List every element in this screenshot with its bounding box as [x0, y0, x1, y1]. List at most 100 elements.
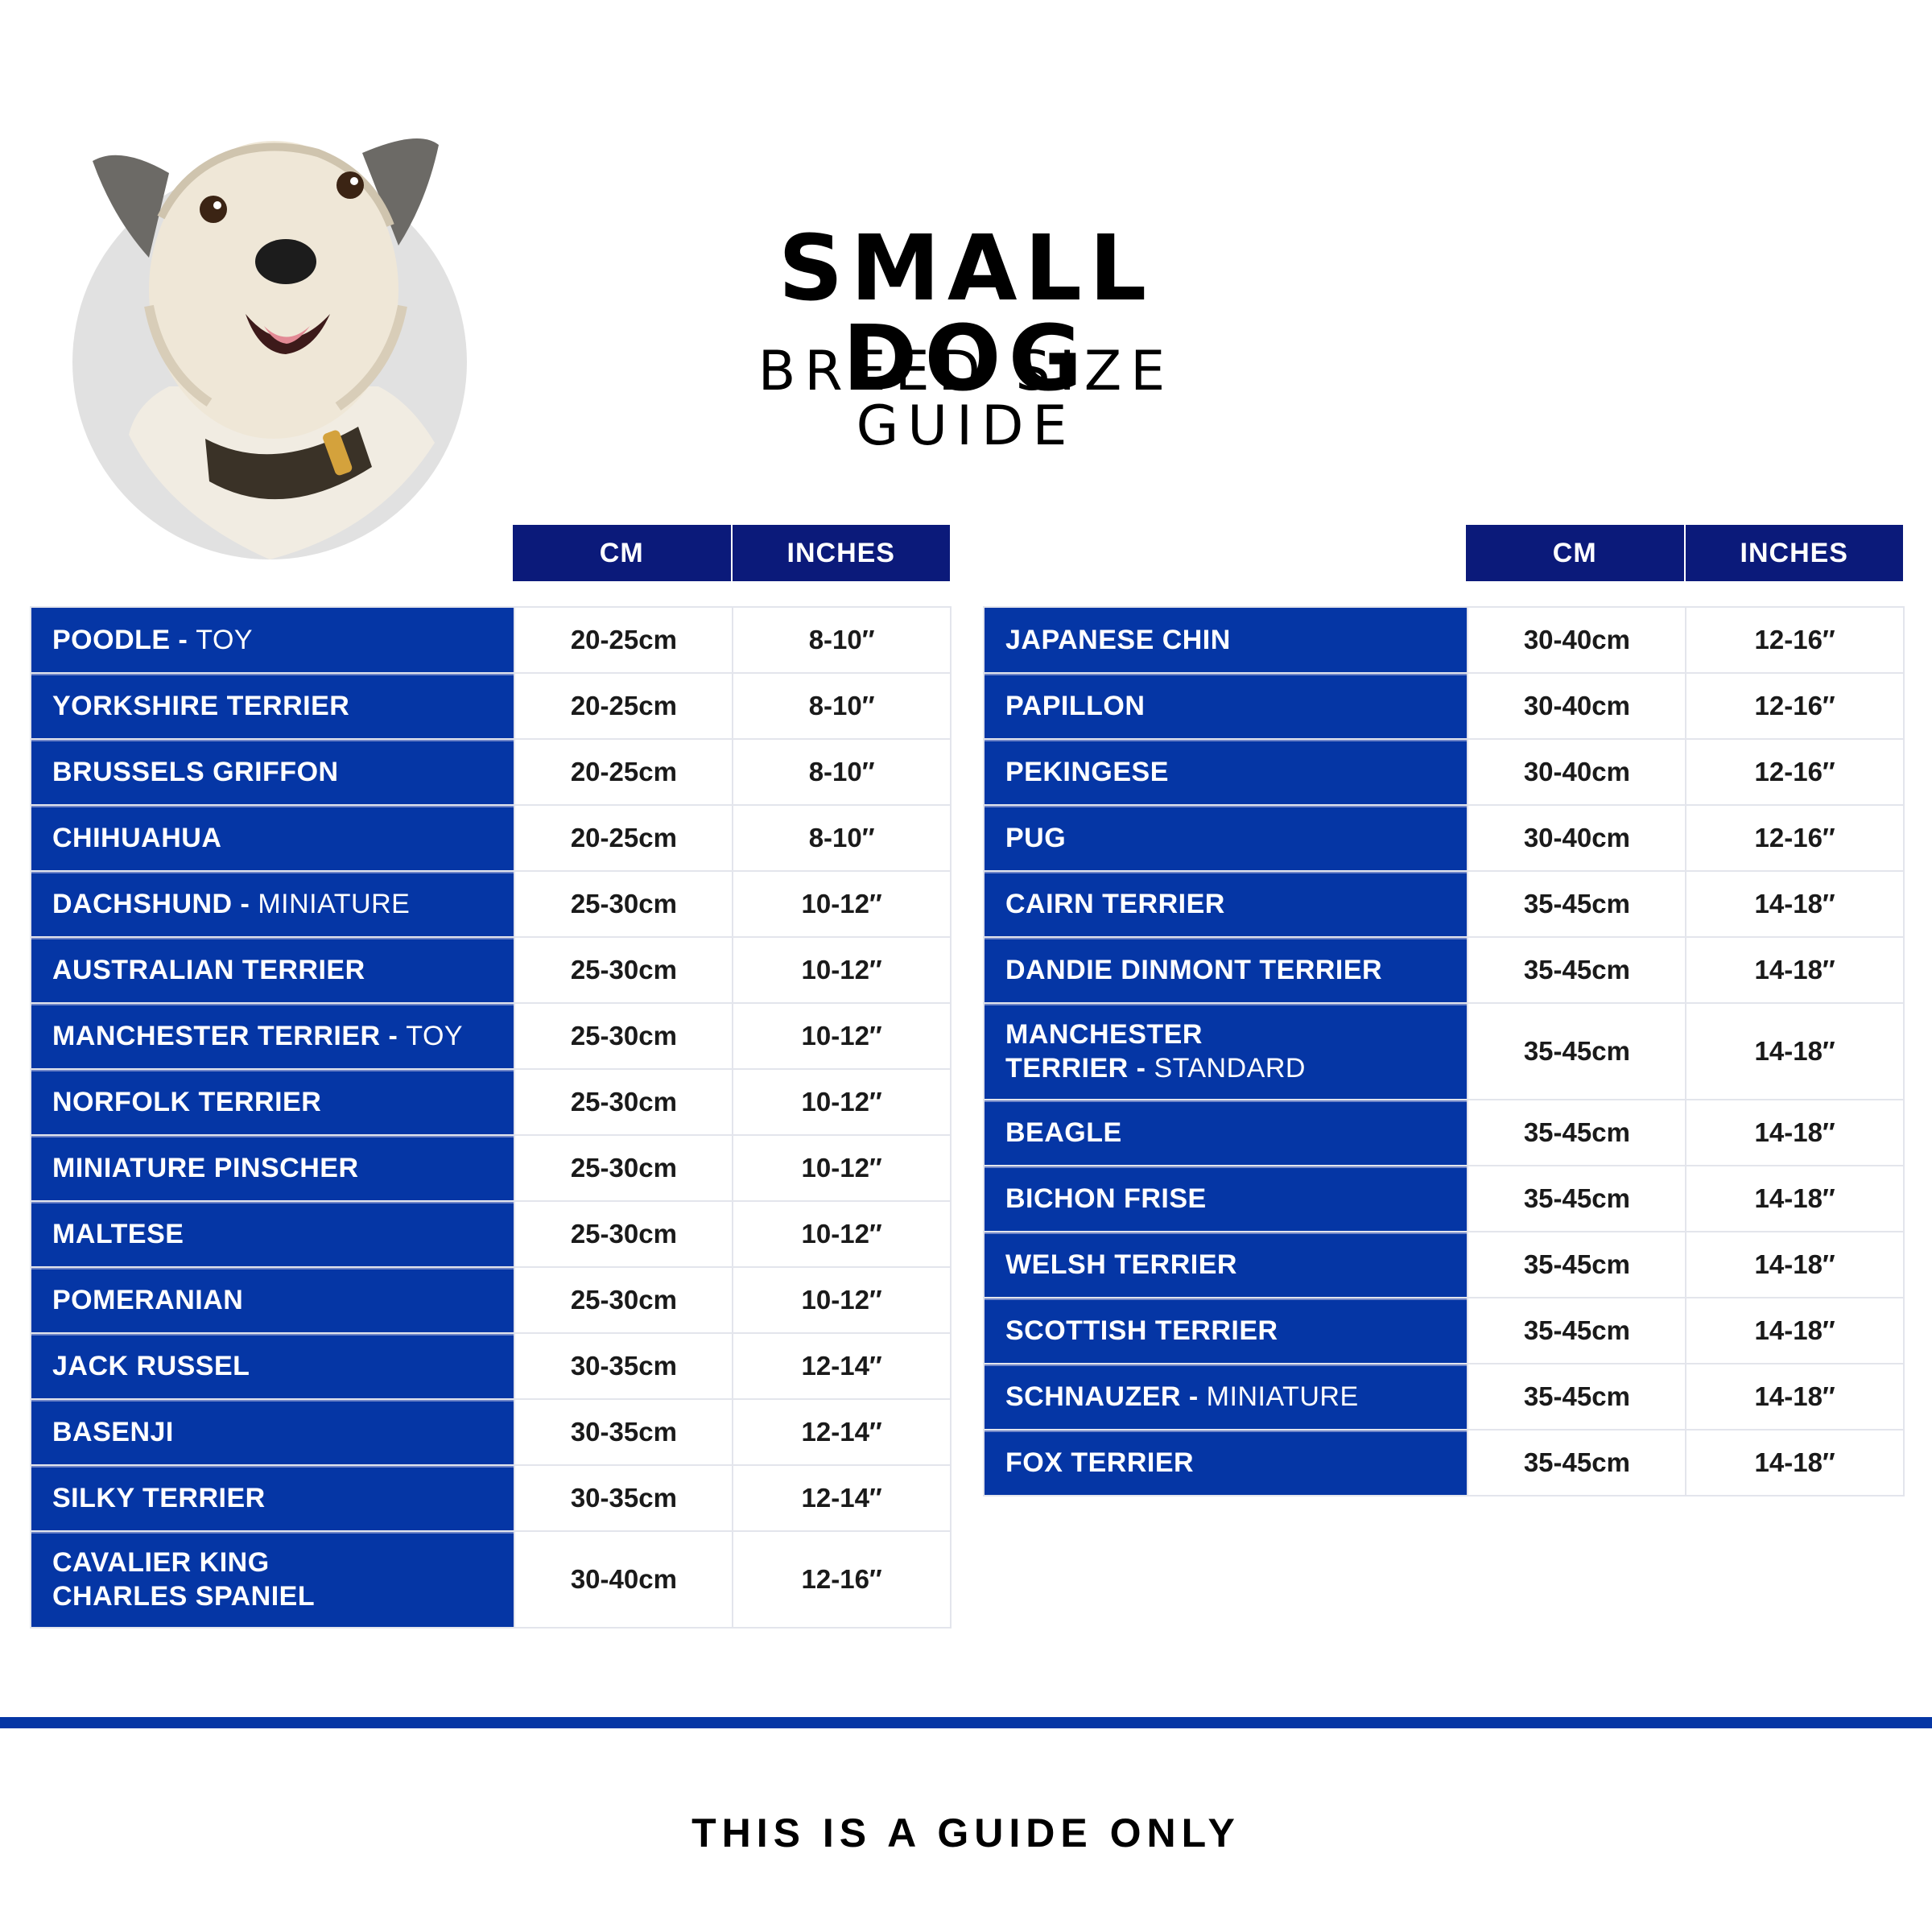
table-row: MANCHESTER TERRIER - TOY 25-30cm 10-12″ — [31, 1002, 950, 1068]
right-size-table: CM INCHES JAPANESE CHIN 30-40cm 12-16″ P… — [983, 525, 1905, 1496]
table-row: CHIHUAHUA 20-25cm 8-10″ — [31, 804, 950, 870]
breed-label-line-2: TERRIER - — [1005, 1053, 1154, 1084]
cm-value: 35-45cm — [1467, 1430, 1685, 1495]
breed-name: BASENJI — [31, 1400, 514, 1464]
breed-label-line-1: CAVALIER KING — [52, 1547, 270, 1578]
page-subtitle: BREED SIZE GUIDE — [758, 340, 1174, 458]
breed-label: JACK RUSSEL — [52, 1351, 250, 1381]
table-row: YORKSHIRE TERRIER 20-25cm 8-10″ — [31, 672, 950, 738]
cm-value: 30-40cm — [1467, 806, 1685, 870]
breed-label: SCHNAUZER - — [1005, 1381, 1207, 1412]
table-row: NORFOLK TERRIER 25-30cm 10-12″ — [31, 1068, 950, 1134]
inches-value: 12-14″ — [732, 1466, 950, 1530]
breed-name: JACK RUSSEL — [31, 1334, 514, 1398]
inches-value: 8-10″ — [732, 740, 950, 804]
breed-label: BICHON FRISE — [1005, 1183, 1207, 1214]
breed-qualifier: MINIATURE — [1206, 1381, 1359, 1412]
breed-label: CHIHUAHUA — [52, 823, 222, 853]
cm-value: 30-35cm — [514, 1334, 732, 1398]
breed-name: BEAGLE — [985, 1100, 1468, 1165]
cm-value: 25-30cm — [514, 1202, 732, 1266]
table-row: JAPANESE CHIN 30-40cm 12-16″ — [985, 608, 1903, 672]
breed-name: PUG — [985, 806, 1468, 870]
table-row: POMERANIAN 25-30cm 10-12″ — [31, 1266, 950, 1332]
inches-value: 14-18″ — [1685, 872, 1903, 936]
breed-label: PAPILLON — [1005, 691, 1146, 721]
page-title: SMALL DOG — [778, 217, 1154, 411]
table-row: PEKINGESE 30-40cm 12-16″ — [985, 738, 1903, 804]
cm-value: 30-40cm — [1467, 608, 1685, 672]
breed-name: PAPILLON — [985, 674, 1468, 738]
breed-label: SCOTTISH TERRIER — [1005, 1315, 1278, 1346]
inches-value: 12-16″ — [732, 1532, 950, 1627]
breed-name: POODLE - TOY — [31, 608, 514, 672]
inches-value: 14-18″ — [1685, 1004, 1903, 1099]
inches-value: 8-10″ — [732, 608, 950, 672]
table-row: MANCHESTER TERRIER - STANDARD 35-45cm 14-… — [985, 1002, 1903, 1099]
cm-value: 25-30cm — [514, 1004, 732, 1068]
table-row: SILKY TERRIER 30-35cm 12-14″ — [31, 1464, 950, 1530]
table-row: JACK RUSSEL 30-35cm 12-14″ — [31, 1332, 950, 1398]
breed-label: DANDIE DINMONT TERRIER — [1005, 955, 1383, 985]
footer-divider — [0, 1717, 1932, 1728]
cm-value: 20-25cm — [514, 806, 732, 870]
table-row: BEAGLE 35-45cm 14-18″ — [985, 1099, 1903, 1165]
breed-label: POODLE - — [52, 625, 196, 655]
breed-name: SCHNAUZER - MINIATURE — [985, 1364, 1468, 1429]
breed-qualifier: STANDARD — [1154, 1053, 1306, 1084]
cm-value: 35-45cm — [1467, 1364, 1685, 1429]
breed-qualifier: TOY — [406, 1021, 464, 1051]
breed-name: DACHSHUND - MINIATURE — [31, 872, 514, 936]
breed-label: NORFOLK TERRIER — [52, 1087, 322, 1117]
table-row: SCHNAUZER - MINIATURE 35-45cm 14-18″ — [985, 1363, 1903, 1429]
table-row: CAIRN TERRIER 35-45cm 14-18″ — [985, 870, 1903, 936]
inches-value: 10-12″ — [732, 1070, 950, 1134]
table-row: PUG 30-40cm 12-16″ — [985, 804, 1903, 870]
cm-value: 35-45cm — [1467, 1232, 1685, 1297]
cm-value: 30-40cm — [1467, 674, 1685, 738]
dog-portrait-image — [72, 138, 467, 559]
footer-disclaimer: THIS IS A GUIDE ONLY — [691, 1810, 1241, 1856]
inches-value: 14-18″ — [1685, 1298, 1903, 1363]
column-header-inches: INCHES — [1683, 525, 1904, 581]
cm-value: 20-25cm — [514, 740, 732, 804]
inches-value: 12-16″ — [1685, 740, 1903, 804]
table-row: MINIATURE PINSCHER 25-30cm 10-12″ — [31, 1134, 950, 1200]
cm-value: 20-25cm — [514, 674, 732, 738]
breed-label: MALTESE — [52, 1219, 184, 1249]
table-body: JAPANESE CHIN 30-40cm 12-16″ PAPILLON 30… — [983, 606, 1905, 1496]
inches-value: 14-18″ — [1685, 1166, 1903, 1231]
breed-qualifier: TOY — [196, 625, 254, 655]
table-row: CAVALIER KING CHARLES SPANIEL 30-40cm 12-… — [31, 1530, 950, 1627]
inches-value: 10-12″ — [732, 1004, 950, 1068]
cm-value: 35-45cm — [1467, 1100, 1685, 1165]
table-body: POODLE - TOY 20-25cm 8-10″ YORKSHIRE TER… — [30, 606, 952, 1629]
breed-name: JAPANESE CHIN — [985, 608, 1468, 672]
inches-value: 14-18″ — [1685, 938, 1903, 1002]
table-row: BRUSSELS GRIFFON 20-25cm 8-10″ — [31, 738, 950, 804]
inches-value: 10-12″ — [732, 1136, 950, 1200]
breed-name: CAIRN TERRIER — [985, 872, 1468, 936]
breed-name: YORKSHIRE TERRIER — [31, 674, 514, 738]
inches-value: 10-12″ — [732, 1268, 950, 1332]
column-header-inches: INCHES — [730, 525, 951, 581]
cm-value: 30-40cm — [514, 1532, 732, 1627]
inches-value: 14-18″ — [1685, 1232, 1903, 1297]
inches-value: 12-14″ — [732, 1400, 950, 1464]
inches-value: 12-16″ — [1685, 608, 1903, 672]
cm-value: 35-45cm — [1467, 872, 1685, 936]
breed-label: BRUSSELS GRIFFON — [52, 757, 339, 787]
breed-label: BASENJI — [52, 1417, 174, 1447]
cm-value: 35-45cm — [1467, 1166, 1685, 1231]
inches-value: 12-16″ — [1685, 806, 1903, 870]
inches-value: 10-12″ — [732, 938, 950, 1002]
cm-value: 35-45cm — [1467, 1004, 1685, 1099]
breed-label: AUSTRALIAN TERRIER — [52, 955, 365, 985]
breed-name: WELSH TERRIER — [985, 1232, 1468, 1297]
cm-value: 25-30cm — [514, 872, 732, 936]
breed-name: MANCHESTER TERRIER - STANDARD — [985, 1004, 1468, 1099]
cm-value: 30-35cm — [514, 1466, 732, 1530]
table-header: CM INCHES — [513, 525, 950, 581]
table-row: POODLE - TOY 20-25cm 8-10″ — [31, 608, 950, 672]
breed-label: SILKY TERRIER — [52, 1483, 266, 1513]
